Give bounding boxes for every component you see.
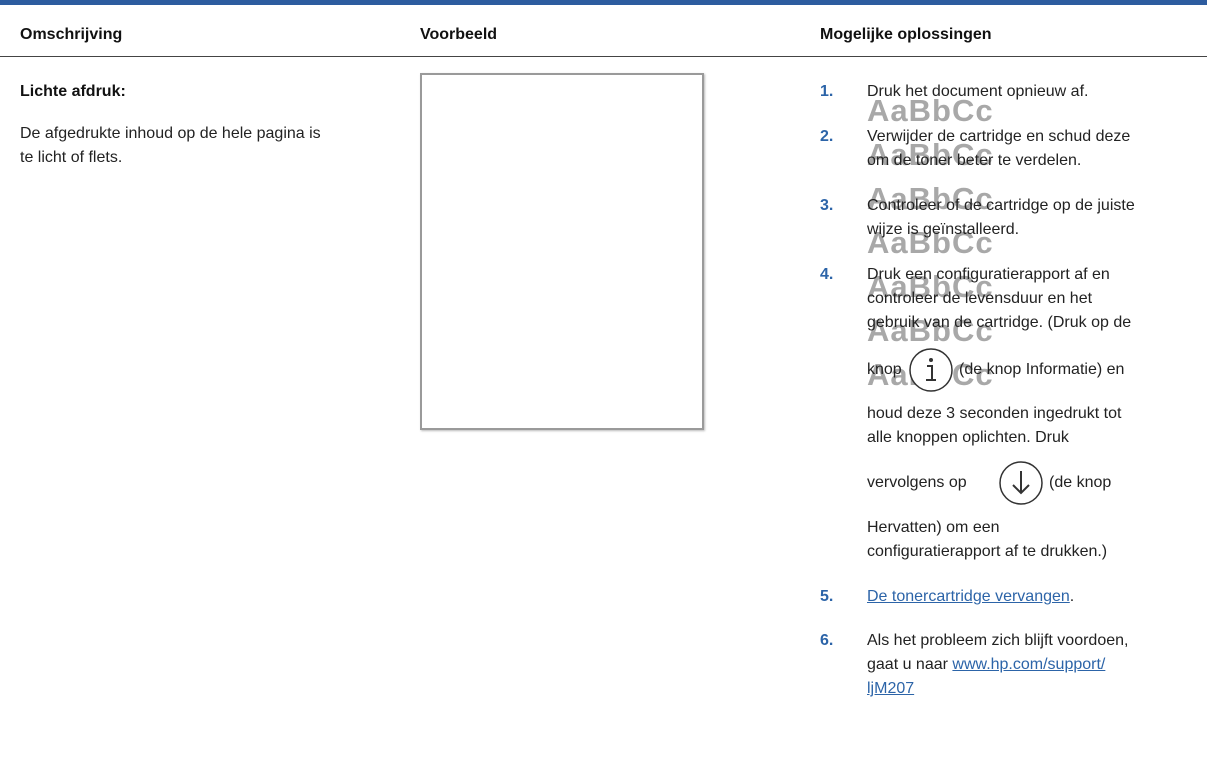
description: De afgedrukte inhoud op de hele pagina i…	[20, 125, 321, 142]
step-text: De tonercartridge vervangen.	[867, 587, 1074, 607]
step-text: configuratierapport af te drukken.)	[867, 543, 1108, 560]
link[interactable]: De tonercartridge vervangen	[867, 588, 1070, 605]
description: te licht of flets.	[20, 149, 123, 166]
step-text: gaat u naar www.hp.com/support/	[867, 655, 1105, 675]
step-text: alle knoppen oplichten. Druk	[867, 429, 1069, 446]
example-image: AaBbCc AaBbCc AaBbCc AaBbCc AaBbCc AaBbC…	[420, 73, 993, 430]
step-number: 1.	[820, 83, 834, 100]
step-number: 2.	[820, 128, 834, 145]
step-number: 4.	[820, 266, 834, 283]
step-text: knop	[867, 361, 902, 378]
column-header: Omschrijving	[20, 26, 123, 43]
resume-button-icon	[999, 461, 1043, 505]
step-text: Hervatten) om een	[867, 519, 1000, 536]
step-text: Als het probleem zich blijft voordoen,	[867, 632, 1129, 649]
step-text: om de toner beter te verdelen.	[867, 152, 1082, 169]
column-header: Mogelijke oplossingen	[820, 26, 992, 43]
example-text: AaBbCc	[867, 137, 994, 172]
step-number: 6.	[820, 632, 834, 649]
column-header: Voorbeeld	[420, 26, 498, 43]
step-text: gebruik van de cartridge. (Druk op de	[867, 314, 1132, 331]
step-text: controleer de levensduur en het	[867, 290, 1093, 307]
step-text: (de knop	[1049, 474, 1112, 491]
example-text: AaBbCc	[867, 269, 994, 304]
punctuation: .	[1069, 588, 1075, 605]
example-text: AaBbCc	[867, 225, 994, 260]
step-text: Druk een configuratierapport af en	[867, 266, 1110, 283]
step-text: Druk het document opnieuw af.	[867, 83, 1089, 100]
example-text: AaBbCc	[867, 93, 994, 128]
link[interactable]: www.hp.com/support/	[952, 656, 1106, 673]
example-text: AaBbCc	[867, 181, 994, 216]
info-button-icon	[909, 348, 953, 392]
step-number: 5.	[820, 588, 834, 605]
step-text: vervolgens op	[867, 474, 967, 491]
link[interactable]: ljM207	[867, 680, 915, 697]
header-divider	[0, 56, 1207, 57]
text: gaat u naar	[867, 656, 948, 673]
step-text: Controleer of de cartridge op de juiste	[867, 197, 1135, 214]
step-text: Verwijder de cartridge en schud deze	[867, 128, 1131, 145]
step-text: houd deze 3 seconden ingedrukt tot	[867, 405, 1122, 422]
step-text: wijze is geïnstalleerd.	[867, 221, 1020, 238]
header-rule	[0, 0, 1207, 5]
example-text: AaBbCc	[867, 313, 994, 348]
row-title: Lichte afdruk:	[20, 83, 126, 100]
step-number: 3.	[820, 197, 834, 214]
step-text: (de knop Informatie) en	[959, 361, 1125, 378]
